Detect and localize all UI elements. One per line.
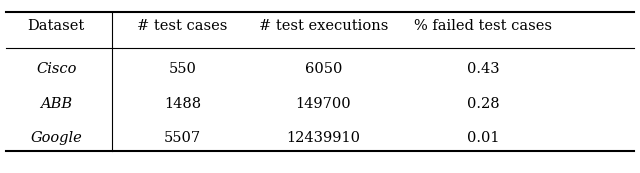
Text: 1488: 1488 [164, 97, 201, 111]
Text: Dataset: Dataset [28, 19, 85, 33]
Text: Google: Google [31, 131, 82, 145]
Text: 5507: 5507 [164, 131, 201, 145]
Text: 550: 550 [168, 62, 196, 76]
Text: % failed test cases: % failed test cases [414, 19, 552, 33]
Text: Cisco: Cisco [36, 62, 77, 76]
Text: 12439910: 12439910 [286, 131, 360, 145]
Text: 149700: 149700 [296, 97, 351, 111]
Text: ABB: ABB [40, 97, 72, 111]
Text: 0.28: 0.28 [467, 97, 499, 111]
Text: 6050: 6050 [305, 62, 342, 76]
Text: # test executions: # test executions [259, 19, 388, 33]
Text: 0.01: 0.01 [467, 131, 499, 145]
Text: 0.43: 0.43 [467, 62, 499, 76]
Text: # test cases: # test cases [137, 19, 228, 33]
